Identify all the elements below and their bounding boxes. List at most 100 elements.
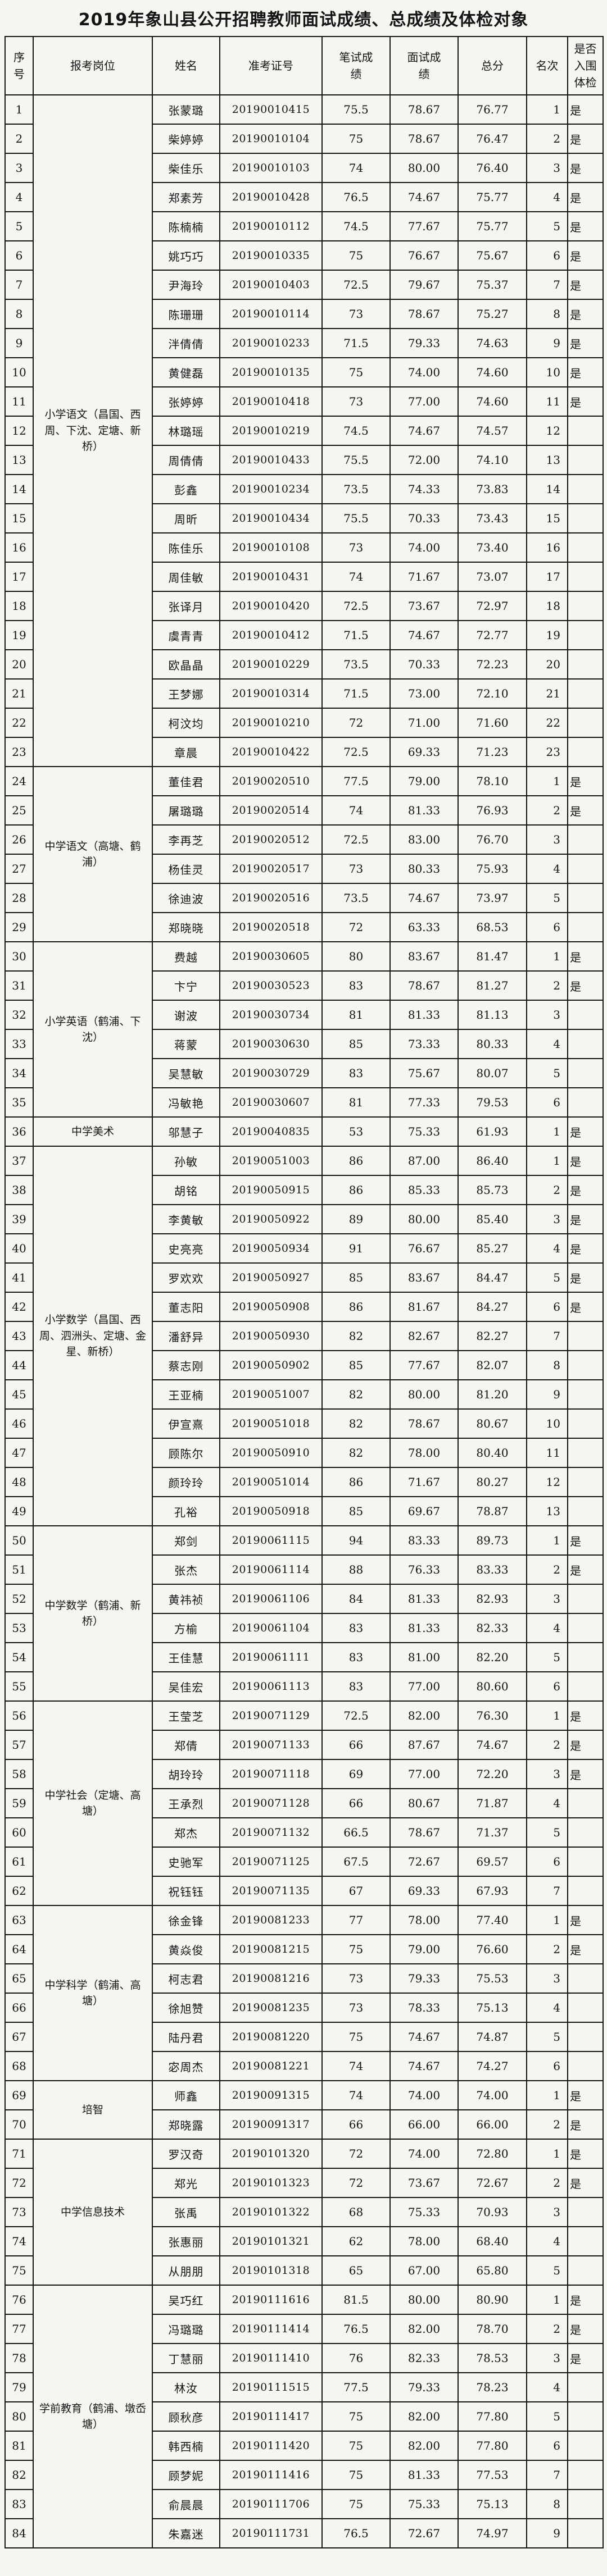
cell-written-score: 82 bbox=[321, 1438, 391, 1468]
cell-serial-number: 26 bbox=[4, 824, 34, 855]
cell-serial-number: 66 bbox=[4, 1993, 34, 2023]
cell-name: 吴慧敏 bbox=[152, 1058, 220, 1088]
cell-ticket-number: 20190050927 bbox=[219, 1262, 323, 1293]
table-row: 36 中学美术 邬慧子 20190040835 53 75.33 61.93 1 是 bbox=[4, 1116, 604, 1147]
cell-ticket-number: 20190010314 bbox=[219, 678, 323, 709]
cell-name: 胡玲玲 bbox=[152, 1759, 220, 1789]
cell-rank: 2 bbox=[526, 1175, 568, 1205]
cell-serial-number: 39 bbox=[4, 1204, 34, 1234]
cell-physical-exam bbox=[567, 416, 604, 446]
cell-rank: 9 bbox=[526, 328, 568, 358]
cell-total-score: 70.93 bbox=[457, 2197, 527, 2227]
cell-serial-number: 78 bbox=[4, 2343, 34, 2373]
cell-rank: 3 bbox=[526, 1204, 568, 1234]
cell-physical-exam: 是 bbox=[567, 2285, 604, 2315]
cell-ticket-number: 20190010431 bbox=[219, 562, 323, 592]
cell-serial-number: 17 bbox=[4, 562, 34, 592]
cell-physical-exam: 是 bbox=[567, 386, 604, 417]
cell-serial-number: 65 bbox=[4, 1963, 34, 1994]
cell-interview-score: 74.00 bbox=[389, 2139, 459, 2169]
table-row: 69 培智 师鑫 20190091315 74 74.00 74.00 1 是 bbox=[4, 2080, 604, 2140]
table-row: 76 学前教育（鹤浦、墩岙塘） 吴巧红 20190111616 81.5 80.00 80.… bbox=[4, 2285, 604, 2548]
cell-name: 张婷婷 bbox=[152, 386, 220, 417]
cell-name: 柴佳乐 bbox=[152, 153, 220, 183]
cell-total-score: 78.87 bbox=[457, 1496, 527, 1526]
cell-rank: 7 bbox=[526, 1876, 568, 1906]
table-row: 61 史驰军 20190071125 67.5 72.67 69.57 6 bbox=[4, 1846, 604, 1877]
cell-name: 韩西楠 bbox=[152, 2431, 220, 2461]
cell-physical-exam bbox=[567, 1788, 604, 1818]
table-row: 60 郑杰 20190071132 66.5 78.67 71.37 5 bbox=[4, 1817, 604, 1848]
cell-ticket-number: 20190010434 bbox=[219, 503, 323, 534]
cell-ticket-number: 20190101322 bbox=[219, 2197, 323, 2227]
cell-position: 学前教育（鹤浦、墩岙塘） bbox=[33, 2285, 153, 2548]
cell-total-score: 83.33 bbox=[457, 1554, 527, 1585]
cell-ticket-number: 20190101318 bbox=[219, 2255, 323, 2286]
cell-ticket-number: 20190020518 bbox=[219, 912, 323, 942]
cell-ticket-number: 20190020510 bbox=[219, 766, 323, 796]
cell-ticket-number: 20190010229 bbox=[219, 649, 323, 680]
cell-interview-score: 80.00 bbox=[389, 153, 459, 183]
cell-serial-number: 74 bbox=[4, 2226, 34, 2256]
cell-rank: 2 bbox=[526, 2109, 568, 2140]
cell-name: 姚巧巧 bbox=[152, 240, 220, 271]
cell-physical-exam bbox=[567, 2489, 604, 2519]
cell-serial-number: 24 bbox=[4, 766, 34, 796]
cell-rank: 6 bbox=[526, 240, 568, 271]
cell-interview-score: 77.00 bbox=[389, 1671, 459, 1702]
cell-physical-exam: 是 bbox=[567, 1905, 604, 1935]
cell-name: 邬慧子 bbox=[152, 1116, 220, 1147]
table-row: 50 中学数学（鹤浦、新桥） 郑剑 20190061115 94 83.33 89.73 1 是 bbox=[4, 1525, 604, 1702]
cell-ticket-number: 20190010412 bbox=[219, 620, 323, 650]
cell-name: 从朋朋 bbox=[152, 2255, 220, 2286]
cell-name: 祝钰钰 bbox=[152, 1876, 220, 1906]
cell-serial-number: 11 bbox=[4, 386, 34, 417]
cell-written-score: 74 bbox=[321, 153, 391, 183]
cell-ticket-number: 20190020516 bbox=[219, 883, 323, 913]
cell-serial-number: 69 bbox=[4, 2080, 34, 2110]
cell-interview-score: 78.00 bbox=[389, 1438, 459, 1468]
cell-rank: 3 bbox=[526, 153, 568, 183]
cell-serial-number: 71 bbox=[4, 2139, 34, 2169]
cell-name: 黄焱俊 bbox=[152, 1934, 220, 1964]
cell-total-score: 76.77 bbox=[457, 94, 527, 125]
cell-serial-number: 58 bbox=[4, 1759, 34, 1789]
cell-physical-exam bbox=[567, 1467, 604, 1497]
cell-ticket-number: 20190081215 bbox=[219, 1934, 323, 1964]
cell-serial-number: 54 bbox=[4, 1642, 34, 1672]
table-row: 49 孔裕 20190050918 85 69.67 78.87 13 bbox=[4, 1496, 604, 1526]
table-row: 11 张婷婷 20190010418 73 77.00 74.60 11 是 bbox=[4, 386, 604, 417]
cell-ticket-number: 20190091315 bbox=[219, 2080, 323, 2110]
cell-name: 彭鑫 bbox=[152, 474, 220, 504]
cell-physical-exam bbox=[567, 1087, 604, 1118]
cell-serial-number: 37 bbox=[4, 1146, 34, 1176]
cell-name: 蔡志刚 bbox=[152, 1350, 220, 1380]
cell-serial-number: 40 bbox=[4, 1233, 34, 1264]
cell-serial-number: 60 bbox=[4, 1817, 34, 1848]
cell-ticket-number: 20190061113 bbox=[219, 1671, 323, 1702]
cell-ticket-number: 20190030523 bbox=[219, 970, 323, 1001]
cell-total-score: 76.60 bbox=[457, 1934, 527, 1964]
cell-interview-score: 81.33 bbox=[389, 1000, 459, 1030]
cell-ticket-number: 20190010219 bbox=[219, 416, 323, 446]
cell-ticket-number: 20190071118 bbox=[219, 1759, 323, 1789]
cell-serial-number: 34 bbox=[4, 1058, 34, 1088]
cell-rank: 4 bbox=[526, 1788, 568, 1818]
cell-interview-score: 87.67 bbox=[389, 1730, 459, 1760]
cell-ticket-number: 20190071135 bbox=[219, 1876, 323, 1906]
header-total-score: 总分 bbox=[457, 36, 527, 95]
cell-written-score: 53 bbox=[321, 1116, 391, 1147]
cell-written-score: 83 bbox=[321, 1671, 391, 1702]
cell-name: 杨佳灵 bbox=[152, 854, 220, 884]
cell-serial-number: 49 bbox=[4, 1496, 34, 1526]
cell-interview-score: 82.00 bbox=[389, 2401, 459, 2432]
cell-written-score: 75 bbox=[321, 2401, 391, 2432]
cell-rank: 5 bbox=[526, 1642, 568, 1672]
cell-physical-exam bbox=[567, 1350, 604, 1380]
table-row: 83 俞晨晨 20190111706 75 75.33 75.13 8 bbox=[4, 2489, 604, 2519]
table-row: 27 杨佳灵 20190020517 73 80.33 75.93 4 bbox=[4, 854, 604, 884]
cell-written-score: 82 bbox=[321, 1379, 391, 1410]
cell-total-score: 71.87 bbox=[457, 1788, 527, 1818]
table-row: 62 祝钰钰 20190071135 67 69.33 67.93 7 bbox=[4, 1876, 604, 1906]
